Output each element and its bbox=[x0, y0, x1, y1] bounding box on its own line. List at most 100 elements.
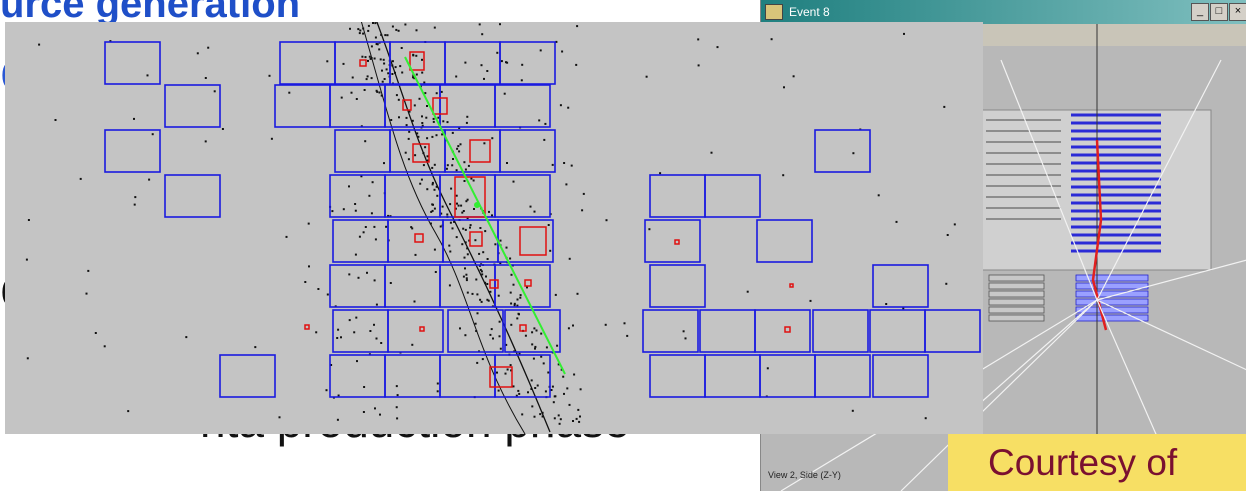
hit-point bbox=[196, 52, 199, 55]
hit-point bbox=[885, 303, 888, 305]
hit-point bbox=[431, 181, 434, 184]
hit-point bbox=[782, 174, 785, 177]
hit-point bbox=[557, 414, 560, 417]
hit-point bbox=[437, 116, 440, 119]
hit-point bbox=[512, 385, 515, 388]
hit-point bbox=[924, 417, 927, 420]
maximize-button[interactable]: □ bbox=[1210, 3, 1228, 21]
hit-point bbox=[375, 89, 378, 92]
hit-point bbox=[364, 56, 367, 59]
track-line bbox=[1096, 299, 1246, 371]
hit-point bbox=[413, 300, 416, 303]
hit-point bbox=[331, 210, 334, 213]
calorimeter-cell bbox=[642, 309, 699, 353]
calorimeter-cell bbox=[869, 309, 926, 353]
hit-point bbox=[697, 38, 700, 41]
hit-point bbox=[85, 292, 88, 295]
hit-point bbox=[442, 120, 445, 123]
hit-point bbox=[578, 420, 581, 423]
energy-cluster bbox=[784, 326, 791, 333]
hit-point bbox=[462, 210, 465, 212]
hit-point bbox=[285, 235, 288, 238]
hit-point bbox=[457, 145, 460, 148]
hit-point bbox=[423, 81, 426, 84]
hit-point bbox=[792, 75, 795, 78]
hit-point bbox=[576, 292, 579, 295]
energy-cluster bbox=[469, 231, 483, 247]
detector-block bbox=[988, 306, 1045, 314]
hit-point bbox=[530, 379, 533, 382]
hit-point bbox=[448, 244, 451, 247]
hit-point bbox=[431, 209, 434, 212]
energy-cluster bbox=[469, 139, 491, 163]
hit-point bbox=[369, 57, 372, 60]
hit-point bbox=[422, 164, 425, 167]
hit-point bbox=[480, 300, 483, 303]
hit-point bbox=[626, 334, 629, 337]
energy-cluster bbox=[674, 239, 680, 245]
hit-point bbox=[385, 68, 388, 71]
hit-point bbox=[648, 228, 651, 231]
hit-point bbox=[359, 29, 362, 32]
shower-trace bbox=[374, 16, 551, 433]
hit-point bbox=[497, 294, 500, 297]
hit-point bbox=[207, 46, 210, 49]
track-line bbox=[1000, 59, 1098, 301]
hit-point bbox=[489, 290, 492, 293]
hit-point bbox=[358, 235, 361, 238]
hit-point bbox=[151, 133, 154, 136]
hit-point bbox=[433, 26, 436, 29]
hit-point bbox=[527, 391, 529, 394]
event-display-panel bbox=[5, 16, 983, 435]
hit-point bbox=[456, 147, 459, 150]
hit-point bbox=[411, 119, 414, 122]
hit-point bbox=[534, 347, 536, 350]
hit-point bbox=[463, 180, 466, 182]
hit-point bbox=[349, 27, 351, 30]
hit-point bbox=[535, 329, 538, 332]
window-titlebar[interactable]: Event 8 _ □ × bbox=[761, 0, 1246, 24]
hit-point bbox=[465, 277, 468, 280]
hit-point bbox=[25, 258, 28, 261]
hit-point bbox=[348, 319, 351, 322]
calorimeter-cell bbox=[447, 309, 504, 353]
hit-point bbox=[559, 104, 562, 107]
hit-point bbox=[441, 205, 444, 208]
hit-point bbox=[374, 22, 377, 25]
hit-point bbox=[368, 194, 371, 197]
hit-point bbox=[375, 337, 378, 340]
hit-point bbox=[356, 360, 358, 363]
hit-point bbox=[481, 33, 484, 36]
hit-point bbox=[539, 413, 542, 416]
hit-point bbox=[572, 420, 574, 422]
hit-point bbox=[471, 292, 474, 295]
hit-point bbox=[469, 224, 472, 227]
hit-point bbox=[336, 418, 339, 421]
calorimeter-cell bbox=[649, 354, 706, 398]
hit-point bbox=[330, 364, 333, 366]
hit-point bbox=[270, 137, 273, 140]
minimize-button[interactable]: _ bbox=[1191, 3, 1209, 21]
detector-block bbox=[1075, 290, 1149, 298]
calorimeter-cell bbox=[332, 309, 389, 353]
calorimeter-cell bbox=[279, 41, 336, 85]
hit-point bbox=[582, 192, 585, 195]
hit-point bbox=[79, 177, 82, 180]
hit-point bbox=[463, 256, 466, 259]
track-line bbox=[900, 299, 1098, 491]
hit-point bbox=[367, 59, 369, 62]
hit-point bbox=[466, 291, 469, 294]
hit-point bbox=[304, 281, 307, 283]
hit-point bbox=[496, 371, 498, 374]
hit-point bbox=[510, 323, 513, 326]
calorimeter-cell bbox=[494, 264, 551, 308]
hit-point bbox=[476, 361, 479, 364]
hit-point bbox=[434, 271, 437, 273]
hit-point bbox=[498, 320, 501, 323]
hit-point bbox=[451, 227, 454, 230]
hit-point bbox=[499, 239, 502, 242]
hit-point bbox=[953, 223, 956, 226]
energy-cluster bbox=[304, 324, 310, 330]
close-button[interactable]: × bbox=[1229, 3, 1246, 21]
hit-point bbox=[399, 65, 402, 68]
